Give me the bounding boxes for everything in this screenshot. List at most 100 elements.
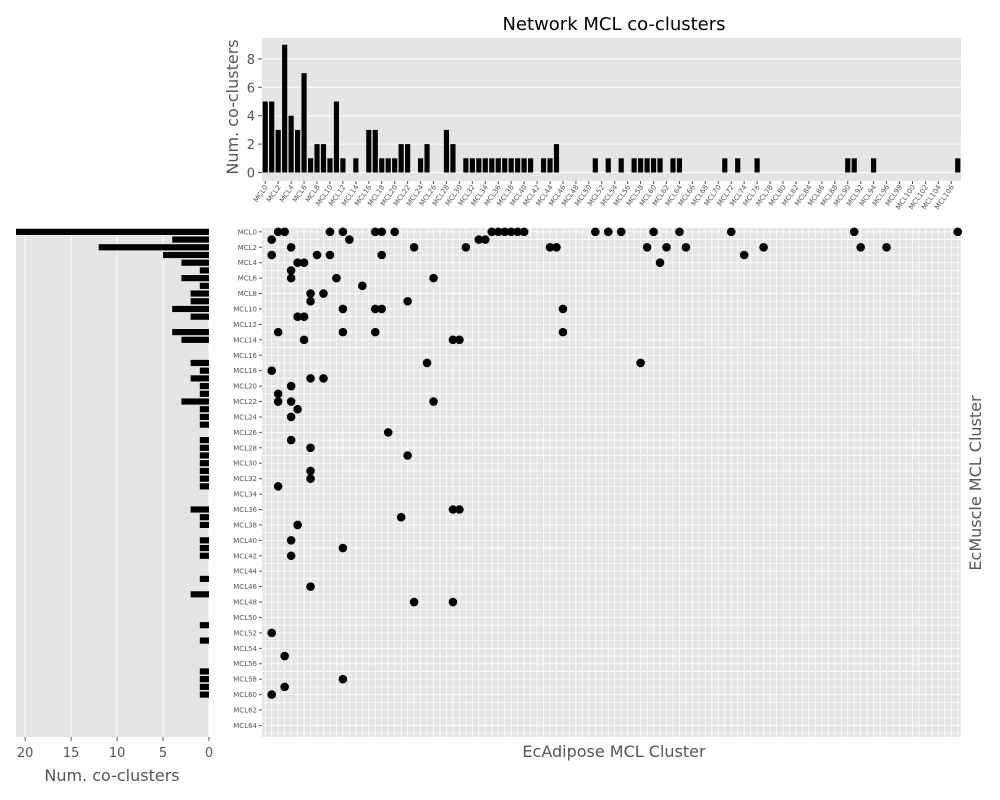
main-y-tick-label: MCL50 (233, 614, 257, 622)
co-cluster-point (286, 551, 296, 561)
top-bar (379, 158, 385, 173)
main-panel-background (262, 228, 961, 737)
main-y-tick-label: MCL20 (233, 383, 257, 391)
top-y-axis-label: Num. co-clusters (223, 39, 242, 174)
co-cluster-point (267, 628, 277, 638)
main-y-tick-label: MCL10 (233, 305, 257, 313)
co-cluster-point (603, 227, 613, 237)
co-cluster-point (455, 505, 464, 514)
co-cluster-point (726, 227, 736, 237)
left-bar (199, 467, 209, 475)
co-cluster-point (383, 428, 393, 437)
co-cluster-point (370, 304, 380, 314)
main-y-tick-label: MCL52 (233, 629, 257, 637)
co-cluster-point (286, 397, 296, 406)
main-y-tick-label: MCL42 (233, 552, 257, 560)
co-cluster-point (396, 512, 406, 522)
left-bar (172, 329, 209, 336)
co-cluster-point (319, 374, 328, 383)
left-bar (199, 483, 209, 490)
top-bar (547, 158, 553, 173)
top-bar (502, 158, 508, 173)
top-bar (722, 158, 728, 173)
top-bar (320, 144, 327, 173)
co-cluster-point (306, 582, 315, 591)
top-bar (288, 115, 294, 173)
co-cluster-point (267, 235, 277, 244)
co-cluster-point (280, 227, 289, 237)
co-cluster-point (675, 227, 684, 237)
co-cluster-point (332, 273, 341, 283)
left-x-tick-label: 0 (205, 746, 213, 761)
co-cluster-point (345, 235, 354, 244)
top-y-tick-label: 4 (247, 110, 255, 125)
co-cluster-point (273, 227, 283, 237)
left-bar (199, 544, 209, 552)
top-bar (392, 158, 398, 173)
co-cluster-point (267, 250, 277, 260)
co-cluster-point (403, 296, 412, 306)
co-cluster-point (286, 381, 296, 391)
left-bar (190, 313, 209, 320)
co-cluster-point (545, 242, 555, 252)
left-bar (199, 676, 209, 683)
co-cluster-point (493, 227, 503, 237)
top-bar (851, 158, 857, 173)
top-bar (353, 158, 359, 173)
main-y-tick-label: MCL16 (233, 352, 257, 360)
left-bar (190, 591, 209, 598)
co-cluster-point (325, 227, 335, 237)
top-bar (333, 101, 340, 173)
left-bar (181, 275, 209, 282)
co-cluster-point (370, 327, 380, 337)
top-bar (540, 158, 547, 173)
top-bar (282, 44, 288, 173)
left-bar (199, 436, 209, 444)
main-y-tick-label: MCL18 (233, 367, 257, 375)
co-cluster-point (286, 242, 296, 252)
co-cluster-point (422, 358, 432, 368)
co-cluster-point (358, 281, 367, 291)
main-y-tick-label: MCL38 (233, 521, 257, 529)
left-bar (199, 514, 209, 521)
left-bar (190, 290, 209, 297)
main-y-tick-label: MCL12 (233, 321, 257, 329)
co-cluster-point (552, 242, 561, 252)
co-cluster-point (286, 536, 296, 545)
top-bar (372, 129, 378, 173)
co-cluster-point (616, 227, 626, 237)
top-bar (650, 158, 657, 173)
top-bar (262, 101, 268, 173)
left-bar (181, 259, 209, 266)
top-bar (845, 158, 851, 173)
main-y-axis-label: EcMuscle MCL Cluster (966, 395, 985, 571)
co-cluster-point (377, 250, 387, 260)
top-bar (269, 101, 275, 173)
co-cluster-point (409, 242, 419, 252)
main-y-tick-label: MCL28 (233, 444, 257, 452)
co-cluster-point (480, 235, 490, 244)
top-y-tick-label: 8 (247, 53, 255, 68)
left-bar (163, 251, 209, 259)
co-cluster-point (474, 235, 484, 244)
co-cluster-point (558, 327, 568, 337)
co-cluster-point (286, 412, 296, 422)
top-bar (735, 158, 741, 173)
main-y-tick-label: MCL48 (233, 599, 257, 607)
co-cluster-point (273, 327, 283, 337)
main-y-tick-label: MCL0 (238, 228, 257, 236)
co-cluster-point (759, 242, 768, 252)
co-cluster-point (513, 227, 522, 237)
top-bar (450, 144, 456, 173)
top-bar (327, 158, 333, 173)
top-bar (482, 158, 488, 173)
main-y-tick-label: MCL24 (233, 413, 257, 421)
co-cluster-point (558, 304, 568, 314)
left-x-tick-label: 20 (17, 746, 34, 761)
co-cluster-point (312, 250, 322, 260)
main-y-tick-label: MCL32 (233, 475, 257, 483)
co-cluster-point (487, 227, 497, 237)
top-bar (553, 144, 560, 173)
top-bar (275, 129, 281, 173)
